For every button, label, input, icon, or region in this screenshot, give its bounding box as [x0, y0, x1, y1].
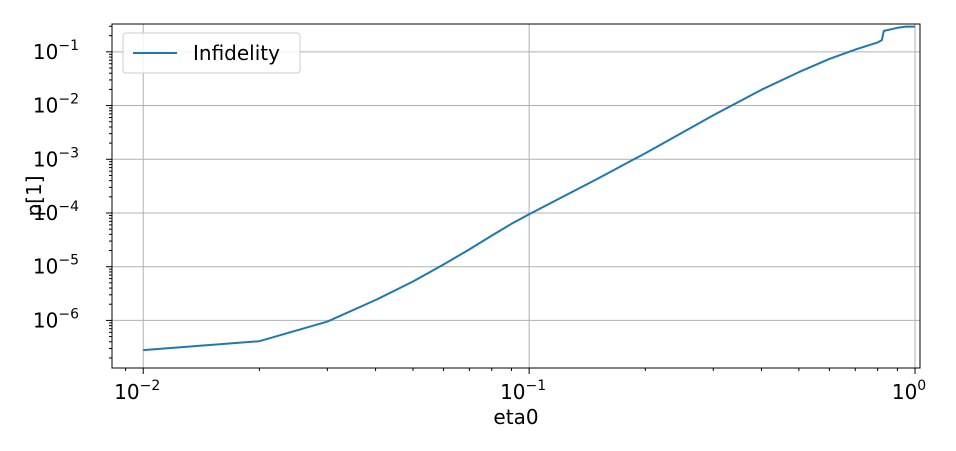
legend: Infidelity — [122, 32, 301, 74]
x-tick-label: 10−2 — [114, 378, 160, 404]
y-tick-label: 10−2 — [33, 92, 79, 118]
plot-background — [112, 24, 920, 368]
series-line-infidelity — [143, 25, 915, 352]
plot-frame — [111, 23, 921, 369]
series-group — [143, 25, 915, 352]
y-tick-exponent: −2 — [58, 92, 79, 108]
y-tick-exponent: −3 — [58, 145, 79, 161]
y-tick-label: 10−6 — [33, 306, 79, 332]
x-tick-exponent: −2 — [140, 378, 161, 394]
major-ticks — [106, 51, 916, 374]
x-tick-labels: 10−2 10−1 100 — [114, 378, 926, 404]
y-tick-label: 10−4 — [33, 199, 79, 225]
x-tick-label: 10−1 — [500, 378, 546, 404]
y-tick-exponent: −5 — [58, 253, 79, 269]
y-tick-label: 10−3 — [33, 145, 79, 171]
legend-label-infidelity: Infidelity — [193, 41, 280, 65]
grid — [112, 24, 920, 368]
y-tick-label: 10−1 — [33, 38, 79, 64]
x-axis-label: eta0 — [493, 405, 538, 429]
x-tick-exponent: −1 — [526, 378, 547, 394]
y-tick-label: 10−5 — [33, 253, 79, 279]
y-axis-label: p[1] — [22, 175, 46, 216]
legend-box — [122, 32, 301, 74]
x-tick-exponent: 0 — [917, 378, 926, 394]
y-tick-exponent: −6 — [58, 306, 79, 322]
y-tick-exponent: −4 — [58, 199, 79, 215]
x-tick-label: 100 — [892, 378, 926, 404]
y-tick-exponent: −1 — [58, 38, 79, 54]
